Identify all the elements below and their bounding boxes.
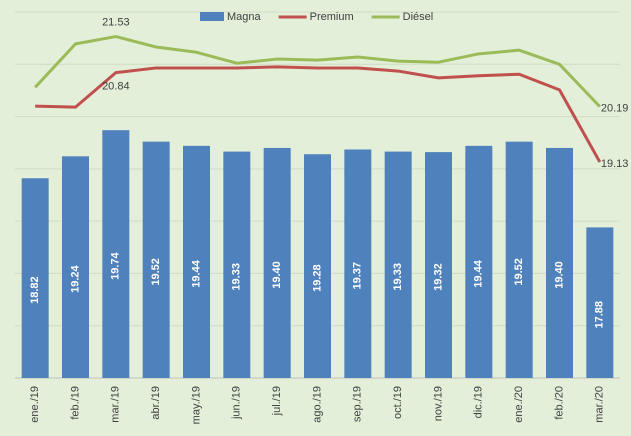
- line-value-label: 20.19: [601, 103, 629, 115]
- bar: [586, 227, 614, 378]
- bar: [183, 145, 210, 378]
- bar: [505, 141, 533, 378]
- bar: [62, 156, 89, 378]
- x-tick-label: dic./19: [473, 386, 485, 418]
- bar: [142, 141, 170, 378]
- x-tick-label: sep./19: [352, 386, 364, 422]
- bar: [425, 152, 452, 378]
- bar: [21, 178, 49, 378]
- bar-value-label: 19.33: [231, 263, 243, 291]
- bar-value-label: 19.44: [190, 259, 202, 287]
- line: [34, 35, 601, 108]
- x-tick-label: ene./20: [513, 386, 525, 423]
- x-tick-label: abr./19: [150, 386, 162, 420]
- line-value-label: 20.84: [102, 81, 130, 93]
- bar: [263, 147, 291, 378]
- bar: [102, 130, 130, 378]
- legend-label: Premium: [310, 11, 354, 23]
- bar: [304, 154, 331, 378]
- x-tick-label: mar./20: [594, 386, 606, 423]
- x-tick-label: jun./19: [231, 386, 243, 420]
- bar-value-label: 19.28: [311, 264, 323, 292]
- x-tick-label: oct./19: [392, 386, 404, 419]
- bar-value-label: 19.44: [473, 259, 485, 287]
- bar-value-label: 17.88: [594, 301, 606, 329]
- bar-value-label: 19.52: [150, 258, 162, 286]
- bar: [384, 151, 412, 378]
- x-tick-label: feb./19: [69, 386, 81, 420]
- x-tick-label: ene./19: [29, 386, 41, 423]
- x-tick-label: jul./19: [271, 386, 283, 416]
- bar: [223, 151, 251, 378]
- bar-value-label: 18.82: [29, 276, 41, 304]
- x-tick-label: mar./19: [110, 386, 122, 423]
- legend-label: Diésel: [403, 11, 434, 23]
- x-tick-label: nov./19: [432, 386, 444, 421]
- x-tick-label: ago./19: [311, 386, 323, 423]
- bar-value-label: 19.33: [392, 263, 404, 291]
- bar: [344, 149, 372, 378]
- bar: [546, 147, 573, 378]
- bar-value-label: 19.52: [513, 258, 525, 286]
- bar-value-label: 19.32: [432, 263, 444, 291]
- legend-swatch: [200, 12, 224, 21]
- bar-value-label: 19.37: [352, 262, 364, 290]
- legend-label: Magna: [227, 11, 262, 23]
- bar-value-label: 19.40: [271, 261, 283, 289]
- line-value-label: 19.13: [601, 158, 629, 170]
- bar-value-label: 19.40: [553, 261, 565, 289]
- x-tick-label: feb./20: [553, 386, 565, 420]
- line: [35, 65, 602, 163]
- bar-value-label: 19.24: [69, 265, 81, 293]
- x-tick-label: may./19: [190, 386, 202, 424]
- bar: [465, 145, 493, 378]
- line-value-label: 21.53: [102, 16, 130, 28]
- bar-value-label: 19.74: [110, 251, 122, 279]
